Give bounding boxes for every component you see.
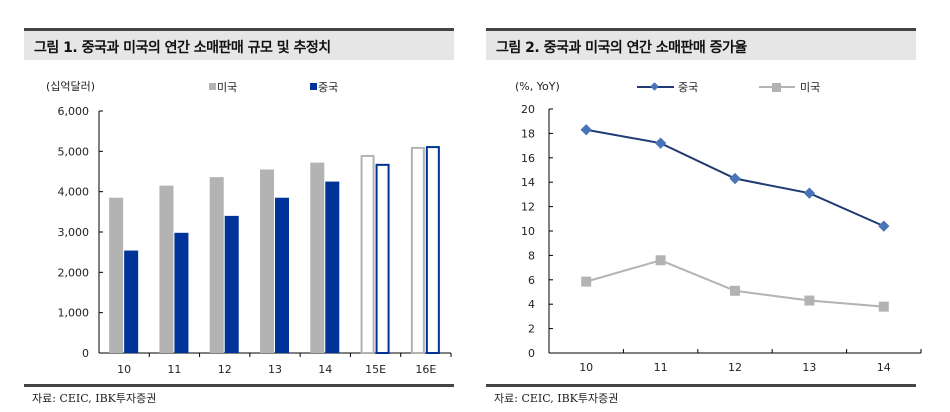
figure-1-source: 자료: CEIC, IBK투자증권 xyxy=(32,392,157,405)
x-tick-label: 15E xyxy=(365,363,386,376)
figure-1-panel: 그림 1. 중국과 미국의 연간 소매판매 규모 및 추정치 자료: CEIC,… xyxy=(24,28,454,408)
y-tick-label: 5,000 xyxy=(58,145,90,158)
figure-1-title: 그림 1. 중국과 미국의 연간 소매판매 규모 및 추정치 xyxy=(34,40,331,56)
figure-2-title: 그림 2. 중국과 미국의 연간 소매판매 증가율 xyxy=(496,40,747,56)
bar-us-10 xyxy=(109,197,124,353)
legend-swatch-us xyxy=(209,83,216,90)
figure-2-title-bar: 그림 2. 중국과 미국의 연간 소매판매 증가율 xyxy=(486,28,916,60)
bar-china-11 xyxy=(174,232,189,353)
figure-1-divider xyxy=(24,384,454,387)
bar-us-15E xyxy=(360,154,375,354)
bar-china-12 xyxy=(224,215,239,353)
x-tick-label: 10 xyxy=(117,363,131,376)
bar-us-12 xyxy=(209,177,224,353)
legend-label-china: 중국 xyxy=(318,81,338,94)
legend-swatch-china xyxy=(310,83,317,90)
y-tick-label: 1,000 xyxy=(58,307,90,320)
bar-china-15E xyxy=(375,163,390,354)
legend-label-us: 미국 xyxy=(217,81,237,94)
figure-2-panel: 그림 2. 중국과 미국의 연간 소매판매 증가율 자료: CEIC, IBK투… xyxy=(486,28,916,408)
figure-1-title-bar: 그림 1. 중국과 미국의 연간 소매판매 규모 및 추정치 xyxy=(24,28,454,60)
bar-us-11 xyxy=(159,185,174,353)
bar-us-16E xyxy=(410,146,425,354)
y-tick-label: 2,000 xyxy=(58,266,90,279)
figure-2-source: 자료: CEIC, IBK투자증권 xyxy=(494,392,619,405)
bar-us-14 xyxy=(310,162,325,353)
x-tick-label: 13 xyxy=(268,363,282,376)
x-tick-label: 16E xyxy=(415,363,436,376)
y-tick-label: 4,000 xyxy=(58,186,90,199)
x-tick-label: 11 xyxy=(167,363,181,376)
bar-unit-label: (십억달러) xyxy=(46,80,95,93)
x-tick-label: 14 xyxy=(318,363,332,376)
figure-2-divider xyxy=(486,384,916,387)
bar-china-16E xyxy=(425,146,440,354)
y-tick-label: 3,000 xyxy=(58,226,90,239)
bar-us-13 xyxy=(260,169,274,353)
bar-china-14 xyxy=(325,181,340,353)
y-tick-label: 0 xyxy=(82,347,89,360)
x-tick-label: 12 xyxy=(218,363,232,376)
bar-china-10 xyxy=(124,250,139,353)
y-tick-label: 6,000 xyxy=(58,105,90,118)
bar-china-13 xyxy=(275,197,289,353)
